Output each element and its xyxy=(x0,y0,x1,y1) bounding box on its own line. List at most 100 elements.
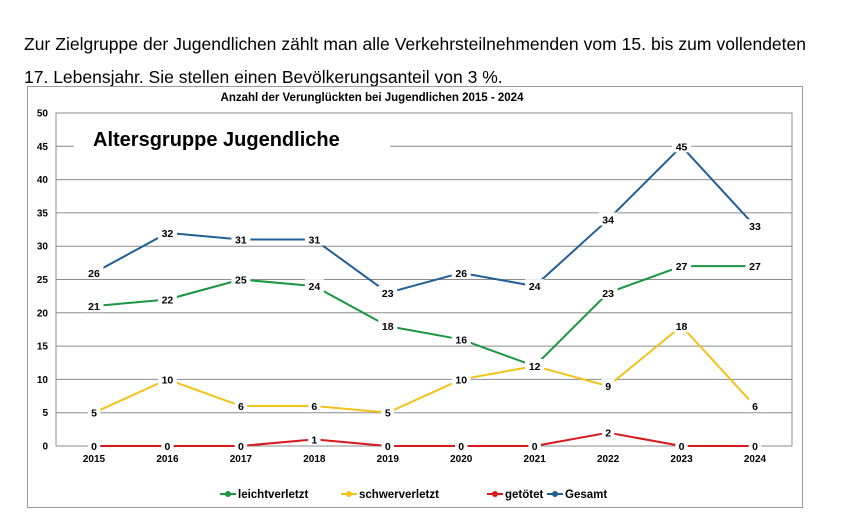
data-label-bg xyxy=(378,285,398,299)
x-tick-label: 2020 xyxy=(450,454,473,465)
y-tick-label: 0 xyxy=(42,442,48,453)
y-tick-label: 45 xyxy=(37,142,49,153)
y-tick-label: 35 xyxy=(37,208,49,219)
x-tick-label: 2018 xyxy=(303,454,326,465)
x-axis: 2015 2016 2017 2018 2019 2020 2021 2022 2023 2024 xyxy=(83,454,767,465)
data-label: 23 xyxy=(382,288,394,300)
grid-lines xyxy=(55,112,793,447)
x-tick-label: 2017 xyxy=(230,454,253,465)
data-label: 0 xyxy=(385,441,391,453)
legend: leichtverletzt schwerverletzt getötet Gesam… xyxy=(220,489,607,501)
data-label: 26 xyxy=(88,268,100,280)
series-leichtverletzt: 21 22 25 24 18 16 12 23 27 27 xyxy=(84,259,765,373)
data-label: 27 xyxy=(676,261,688,273)
data-label: 0 xyxy=(679,441,685,453)
data-label-bg xyxy=(381,439,395,452)
data-label: 0 xyxy=(165,441,171,453)
data-label-bg xyxy=(84,265,104,279)
series-getötet: 0 0 0 1 0 0 0 2 0 0 xyxy=(87,425,762,453)
data-label-bg xyxy=(672,259,692,273)
data-label-bg xyxy=(675,439,688,452)
data-label: 10 xyxy=(455,374,467,386)
data-label-bg xyxy=(234,399,248,413)
y-tick-label: 25 xyxy=(37,275,49,286)
data-label-bg xyxy=(157,225,177,239)
data-label-bg xyxy=(748,399,762,413)
y-tick-label: 50 xyxy=(37,109,49,120)
data-label-bg xyxy=(304,279,324,293)
data-label-bg xyxy=(451,265,471,279)
data-label: 18 xyxy=(676,321,688,333)
series-line xyxy=(93,325,756,414)
data-label: 6 xyxy=(752,401,758,413)
data-label: 31 xyxy=(308,235,320,247)
data-label: 32 xyxy=(162,228,174,240)
data-label: 10 xyxy=(162,374,174,386)
data-label: 26 xyxy=(455,268,467,280)
data-label-bg xyxy=(451,372,471,386)
data-label-bg xyxy=(381,405,395,419)
data-label: 21 xyxy=(88,301,100,313)
data-label: 6 xyxy=(311,401,317,413)
data-label: 0 xyxy=(91,441,97,453)
data-label: 27 xyxy=(749,261,761,273)
y-axis: 0 5 10 15 20 25 30 35 40 45 50 xyxy=(37,109,49,453)
x-tick-label: 2015 xyxy=(83,454,106,465)
legend-swatch-marker xyxy=(346,491,352,497)
data-label: 24 xyxy=(308,281,320,293)
data-label: 0 xyxy=(458,441,464,453)
data-label: 34 xyxy=(602,215,614,227)
data-label-bg xyxy=(672,139,692,153)
data-label: 24 xyxy=(529,281,541,293)
legend-swatch-marker xyxy=(552,491,558,497)
data-label: 5 xyxy=(385,408,391,420)
data-label: 12 xyxy=(529,361,541,373)
data-label-bg xyxy=(378,319,398,333)
data-label-bg xyxy=(308,432,321,446)
data-label-bg xyxy=(87,405,101,419)
legend-item-leichtverletzt: leichtverletzt xyxy=(220,489,308,501)
data-label: 16 xyxy=(455,334,467,346)
series-group: 2122252418161223272751066510129186000100… xyxy=(84,139,765,453)
y-tick-label: 30 xyxy=(37,242,49,253)
data-label: 31 xyxy=(235,235,247,247)
data-label-bg xyxy=(308,399,321,413)
y-tick-label: 40 xyxy=(37,175,49,186)
data-label-bg xyxy=(304,232,324,246)
legend-label: Gesamt xyxy=(565,489,607,501)
data-label-bg xyxy=(231,272,251,286)
data-label-bg xyxy=(601,379,615,393)
data-label: 18 xyxy=(382,321,394,333)
data-label-bg xyxy=(672,319,692,333)
intro-paragraph: Zur Zielgruppe der Jugendlichen zählt ma… xyxy=(24,34,806,87)
data-label: 45 xyxy=(676,141,688,153)
data-label-bg xyxy=(454,439,468,452)
legend-item-Gesamt: Gesamt xyxy=(547,489,607,501)
data-label-bg xyxy=(598,285,618,299)
data-label-bg xyxy=(234,439,248,452)
data-label-bg xyxy=(598,212,618,226)
data-label: 5 xyxy=(91,408,97,420)
legend-swatch-marker xyxy=(225,491,231,497)
y-tick-label: 20 xyxy=(37,308,49,319)
data-label-bg xyxy=(161,439,174,452)
data-label: 0 xyxy=(238,441,244,453)
data-label: 9 xyxy=(605,381,611,393)
data-label: 0 xyxy=(752,441,758,453)
subtitle-background xyxy=(74,122,390,156)
y-tick-label: 5 xyxy=(42,408,48,419)
data-label-bg xyxy=(745,219,765,233)
data-label: 25 xyxy=(235,275,247,287)
legend-label: schwerverletzt xyxy=(359,489,439,501)
chart-title: Anzahl der Verunglückten bei Jugendliche… xyxy=(221,92,525,104)
y-tick-label: 15 xyxy=(37,342,49,353)
series-Gesamt: 26 32 31 31 23 26 24 34 45 33 xyxy=(84,139,765,300)
data-label-bg xyxy=(525,279,545,293)
x-tick-label: 2023 xyxy=(670,454,693,465)
data-label-bg xyxy=(84,299,104,313)
series-schwerverletzt: 5 10 6 6 5 10 12 9 18 6 xyxy=(87,319,762,420)
data-label: 0 xyxy=(532,441,538,453)
legend-label: getötet xyxy=(505,489,544,501)
data-label: 33 xyxy=(749,221,761,233)
data-label-bg xyxy=(525,359,545,373)
